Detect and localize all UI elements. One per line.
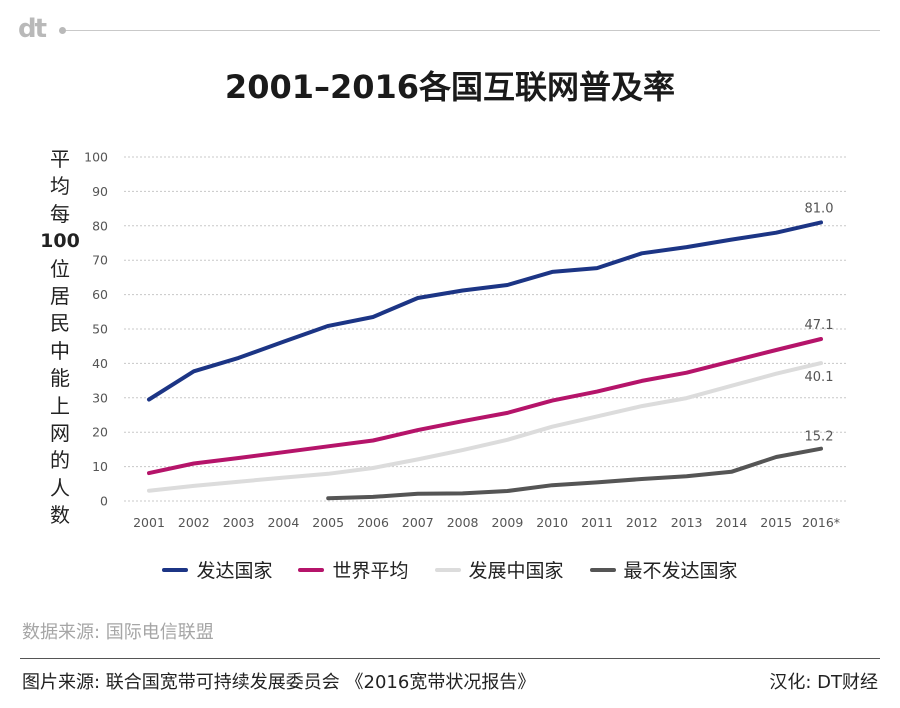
translation-credit: 汉化: DT财经 <box>769 672 878 693</box>
y-axis-label-char: 中 <box>50 338 70 363</box>
y-tick-label-0: 0 <box>100 494 108 509</box>
y-tick-label-80: 80 <box>92 218 108 233</box>
legend-item-2: 发展中国家 <box>434 556 564 583</box>
y-axis-label-char: 平 <box>50 147 70 171</box>
x-tick-label-2012: 2012 <box>626 515 658 530</box>
legend-item-3: 最不发达国家 <box>589 556 738 583</box>
series-line-0 <box>147 220 823 402</box>
series-line-2 <box>147 361 823 493</box>
data-label-series-2: 40.1 <box>805 370 834 385</box>
x-tick-label-2004: 2004 <box>267 515 299 530</box>
image-source-note: 图片来源: 联合国宽带可持续发展委员会 《2016宽带状况报告》 <box>22 672 536 693</box>
legend-swatch <box>434 567 461 572</box>
y-tick-label-90: 90 <box>92 184 108 199</box>
chart-title: 2001–2016各国互联网普及率 <box>224 68 676 106</box>
y-tick-label-60: 60 <box>92 287 108 302</box>
y-axis-label-char: 每 <box>50 201 70 226</box>
y-axis-label-char: 网 <box>50 421 70 446</box>
legend-item-1: 世界平均 <box>298 556 409 583</box>
x-tick-label-2006: 2006 <box>357 515 389 530</box>
x-tick-label-2008: 2008 <box>447 515 479 530</box>
data-source-note: 数据来源: 国际电信联盟 <box>22 622 214 643</box>
top-divider-dot <box>59 27 66 34</box>
top-divider <box>62 30 880 31</box>
y-axis-label-char: 能 <box>50 366 70 391</box>
x-tick-label-2011: 2011 <box>581 515 613 530</box>
x-tick-label-2005: 2005 <box>312 515 344 530</box>
y-axis-label-char: 上 <box>50 393 70 418</box>
y-axis-label: 平均每 100 位居民中能上网的人数 <box>40 146 80 530</box>
legend-label: 最不发达国家 <box>623 560 738 582</box>
y-axis-label-char: 100 <box>40 230 80 253</box>
y-tick-label-40: 40 <box>92 356 108 371</box>
data-label-series-0: 81.0 <box>805 201 834 216</box>
dt-logo: dt <box>18 14 47 44</box>
y-tick-label-100: 100 <box>84 150 108 165</box>
legend-swatch <box>298 567 325 572</box>
x-tick-label-2015: 2015 <box>760 515 792 530</box>
y-tick-label-10: 10 <box>92 459 108 474</box>
x-tick-label-2013: 2013 <box>671 515 703 530</box>
x-tick-label-2002: 2002 <box>178 515 210 530</box>
legend-swatch <box>589 567 616 572</box>
x-tick-label-2001: 2001 <box>133 515 165 530</box>
y-tick-label-20: 20 <box>92 425 108 440</box>
y-axis-label-char: 民 <box>50 311 70 336</box>
series-line-3 <box>326 446 823 501</box>
y-axis-label-char: 人 <box>50 475 70 500</box>
line-chart: 0 10 20 30 40 50 60 70 80 90 100 2001 2002 2003 2004 20… <box>84 150 848 530</box>
x-tick-label-2003: 2003 <box>223 515 255 530</box>
series-line-1 <box>147 337 823 476</box>
x-tick-label-2009: 2009 <box>491 515 523 530</box>
chart-legend: 发达国家 世界平均 发展中国家 最不发达国家 <box>0 556 900 583</box>
legend-item-0: 发达国家 <box>162 556 272 583</box>
x-tick-label-2010: 2010 <box>536 515 568 530</box>
bottom-divider <box>20 658 880 659</box>
y-axis-label-char: 的 <box>50 448 70 473</box>
legend-label: 发展中国家 <box>468 560 564 582</box>
y-tick-label-70: 70 <box>92 253 108 268</box>
legend-label: 发达国家 <box>196 560 273 582</box>
y-tick-label-50: 50 <box>92 322 108 337</box>
x-tick-label-2014: 2014 <box>715 515 747 530</box>
y-axis-label-char: 均 <box>50 174 70 199</box>
y-axis-label-char: 数 <box>50 503 70 528</box>
data-label-series-3: 15.2 <box>805 430 834 445</box>
legend-swatch <box>162 567 189 572</box>
x-tick-label-2007: 2007 <box>402 515 434 530</box>
legend-label: 世界平均 <box>332 560 409 582</box>
data-label-series-1: 47.1 <box>805 318 834 333</box>
y-tick-label-30: 30 <box>92 390 108 405</box>
x-tick-label-2016: 2016* <box>802 515 840 530</box>
y-axis-label-char: 位 <box>50 256 70 281</box>
y-axis-label-char: 居 <box>50 284 70 309</box>
